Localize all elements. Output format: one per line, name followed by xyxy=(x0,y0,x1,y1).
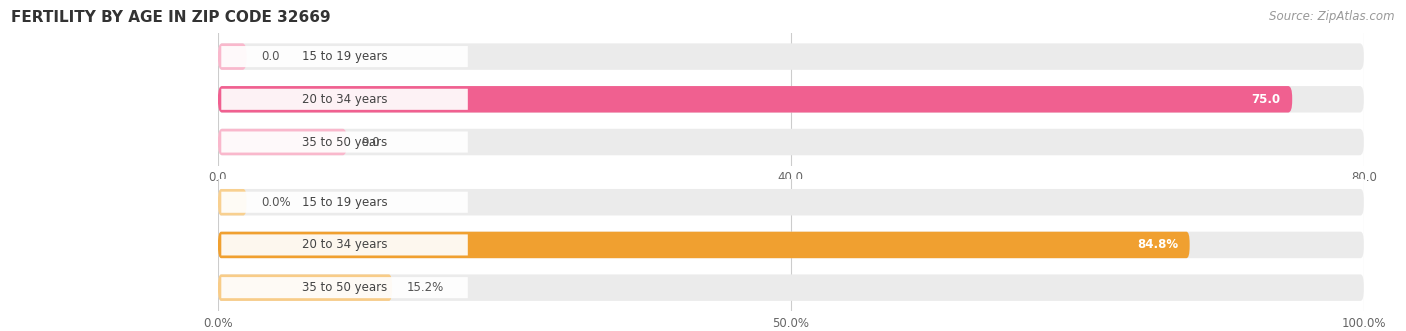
FancyBboxPatch shape xyxy=(218,189,1364,215)
FancyBboxPatch shape xyxy=(218,189,246,215)
Text: 0.0%: 0.0% xyxy=(262,196,291,209)
FancyBboxPatch shape xyxy=(221,46,468,67)
Text: 20 to 34 years: 20 to 34 years xyxy=(302,238,387,252)
Text: 0.0: 0.0 xyxy=(262,50,280,63)
Text: 15 to 19 years: 15 to 19 years xyxy=(302,196,388,209)
Text: 35 to 50 years: 35 to 50 years xyxy=(302,281,387,294)
FancyBboxPatch shape xyxy=(218,43,1364,70)
FancyBboxPatch shape xyxy=(221,277,468,298)
Text: 84.8%: 84.8% xyxy=(1137,238,1178,252)
FancyBboxPatch shape xyxy=(221,192,468,213)
FancyBboxPatch shape xyxy=(218,43,246,70)
FancyBboxPatch shape xyxy=(218,86,1292,113)
FancyBboxPatch shape xyxy=(221,131,468,153)
FancyBboxPatch shape xyxy=(218,129,347,155)
Text: Source: ZipAtlas.com: Source: ZipAtlas.com xyxy=(1270,10,1395,23)
Text: 75.0: 75.0 xyxy=(1251,93,1281,106)
FancyBboxPatch shape xyxy=(218,129,1364,155)
FancyBboxPatch shape xyxy=(218,274,392,301)
FancyBboxPatch shape xyxy=(218,274,1364,301)
Text: FERTILITY BY AGE IN ZIP CODE 32669: FERTILITY BY AGE IN ZIP CODE 32669 xyxy=(11,10,330,25)
Text: 9.0: 9.0 xyxy=(361,135,381,149)
Text: 15.2%: 15.2% xyxy=(406,281,444,294)
Text: 15 to 19 years: 15 to 19 years xyxy=(302,50,388,63)
FancyBboxPatch shape xyxy=(221,89,468,110)
Text: 20 to 34 years: 20 to 34 years xyxy=(302,93,387,106)
FancyBboxPatch shape xyxy=(218,232,1189,258)
Text: 35 to 50 years: 35 to 50 years xyxy=(302,135,387,149)
FancyBboxPatch shape xyxy=(221,234,468,256)
FancyBboxPatch shape xyxy=(218,232,1364,258)
FancyBboxPatch shape xyxy=(218,86,1364,113)
